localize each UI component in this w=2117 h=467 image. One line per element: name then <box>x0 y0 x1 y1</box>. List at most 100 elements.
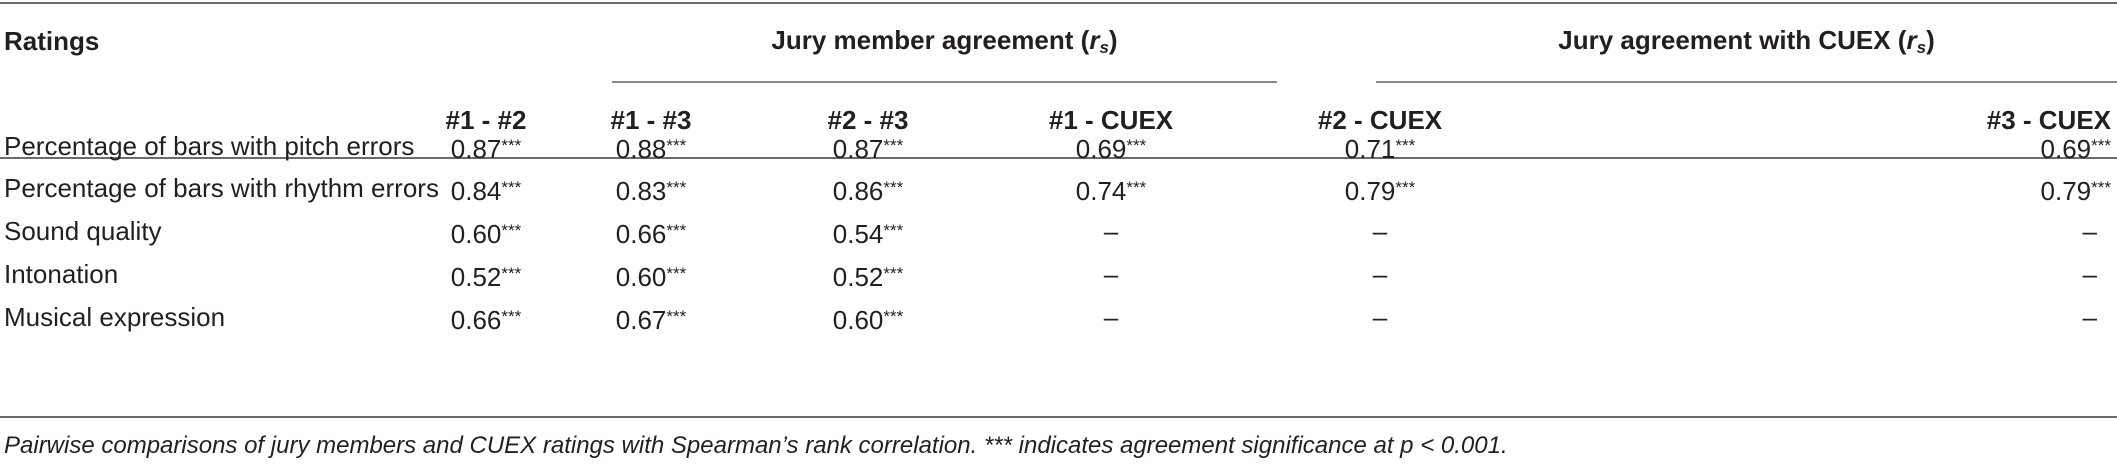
significance-stars: *** <box>1126 178 1147 197</box>
table-cell: 0.84*** <box>366 173 606 206</box>
table-cell: – <box>991 216 1231 246</box>
significance-stars: *** <box>2091 136 2111 155</box>
correlation-value: 0.87 <box>832 134 884 164</box>
empty-value-dash: – <box>1372 259 1388 289</box>
table-cell: 0.66*** <box>531 216 771 249</box>
row-label: Sound quality <box>4 216 162 246</box>
column-header: #2 - CUEX <box>1317 105 1443 135</box>
empty-value-dash: – <box>1103 216 1119 246</box>
table-cell: – <box>991 259 1231 289</box>
empty-value-dash: – <box>1103 302 1119 332</box>
significance-stars: *** <box>501 221 522 240</box>
group1-header: Jury member agreement (rs) <box>612 25 1277 63</box>
table-cell: – <box>2083 302 2097 332</box>
column-header: #1 - #3 <box>610 105 692 135</box>
top-rule <box>0 2 2117 4</box>
row-label: Musical expression <box>4 302 226 332</box>
table-cell: 0.54*** <box>748 216 988 249</box>
significance-stars: *** <box>883 221 904 240</box>
row-label: Percentage of bars with pitch errors <box>4 131 415 161</box>
row-label: Percentage of bars with rhythm errors <box>4 173 439 203</box>
group2-underline <box>1376 81 2117 83</box>
table-cell: 0.87*** <box>748 131 988 164</box>
significance-stars: *** <box>1395 136 1416 155</box>
table-cell: 0.67*** <box>531 302 771 335</box>
empty-value-dash: – <box>2082 302 2097 332</box>
empty-value-dash: – <box>2082 259 2097 289</box>
group2-symbol: r <box>1906 25 1917 55</box>
table-cell: 0.86*** <box>748 173 988 206</box>
table-cell: 0.60*** <box>531 259 771 292</box>
table-cell: – <box>2083 259 2097 289</box>
correlation-value: 0.83 <box>615 176 667 206</box>
table-cell: 0.52*** <box>366 259 606 292</box>
table-cell: 0.79*** <box>1260 173 1500 206</box>
significance-stars: *** <box>883 264 904 283</box>
bottom-rule <box>0 416 2117 418</box>
table-cell: – <box>2083 216 2097 246</box>
correlation-value: 0.60 <box>832 305 884 335</box>
empty-value-dash: – <box>1103 259 1119 289</box>
significance-stars: *** <box>501 264 522 283</box>
correlation-value: 0.74 <box>1075 176 1127 206</box>
table-cell: 0.52*** <box>748 259 988 292</box>
column-header: #2 - #3 <box>827 105 909 135</box>
correlation-value: 0.67 <box>615 305 667 335</box>
group2-header: Jury agreement with CUEX (rs) <box>1376 25 2117 63</box>
group2-close: ) <box>1926 25 1935 55</box>
significance-stars: *** <box>666 178 687 197</box>
significance-stars: *** <box>1126 136 1147 155</box>
significance-stars: *** <box>666 307 687 326</box>
empty-value-dash: – <box>1372 302 1388 332</box>
significance-stars: *** <box>883 307 904 326</box>
correlation-value: 0.66 <box>615 219 667 249</box>
correlation-value: 0.66 <box>450 305 502 335</box>
table-cell: 0.60*** <box>748 302 988 335</box>
group1-close: ) <box>1108 25 1118 55</box>
correlation-value: 0.69 <box>1075 134 1127 164</box>
significance-stars: *** <box>501 136 522 155</box>
correlation-value: 0.69 <box>2040 134 2092 164</box>
group2-subscript: s <box>1916 38 1927 57</box>
empty-value-dash: – <box>2082 216 2097 246</box>
column-header: #1 - #2 <box>445 105 527 135</box>
significance-stars: *** <box>666 136 687 155</box>
significance-stars: *** <box>501 307 522 326</box>
table-cell: 0.83*** <box>531 173 771 206</box>
correlation-value: 0.60 <box>615 262 667 292</box>
table-cell: 0.60*** <box>366 216 606 249</box>
table-cell: 0.88*** <box>531 131 771 164</box>
table-cell: 0.87*** <box>366 131 606 164</box>
correlation-value: 0.84 <box>450 176 502 206</box>
table-cell: 0.69*** <box>991 131 1231 164</box>
group1-underline <box>612 81 1277 83</box>
table-footnote: Pairwise comparisons of jury members and… <box>4 432 1508 459</box>
table-cell: 0.74*** <box>991 173 1231 206</box>
column-header: #3 - CUEX <box>1986 105 2111 135</box>
significance-stars: *** <box>1395 178 1416 197</box>
group1-symbol: r <box>1089 25 1100 55</box>
column-header: #1 - CUEX <box>1048 105 1174 135</box>
ratings-header: Ratings <box>4 26 100 56</box>
header-rule <box>0 157 2117 159</box>
group2-label: Jury agreement with CUEX ( <box>1558 25 1907 55</box>
group1-label: Jury member agreement ( <box>771 25 1090 55</box>
group1-subscript: s <box>1099 38 1109 57</box>
correlation-value: 0.88 <box>615 134 667 164</box>
correlation-value: 0.86 <box>832 176 884 206</box>
table-cell: 0.79*** <box>2041 173 2111 206</box>
significance-stars: *** <box>883 178 904 197</box>
table-cell: 0.66*** <box>366 302 606 335</box>
correlation-value: 0.79 <box>2040 176 2092 206</box>
correlation-value: 0.54 <box>832 219 884 249</box>
table-cell: 0.69*** <box>2041 131 2111 164</box>
row-label: Intonation <box>4 259 119 289</box>
significance-stars: *** <box>501 178 522 197</box>
table-cell: – <box>1260 216 1500 246</box>
correlation-value: 0.60 <box>450 219 502 249</box>
correlation-value: 0.71 <box>1344 134 1396 164</box>
table-cell: – <box>1260 302 1500 332</box>
correlation-value: 0.52 <box>832 262 884 292</box>
significance-stars: *** <box>666 264 687 283</box>
